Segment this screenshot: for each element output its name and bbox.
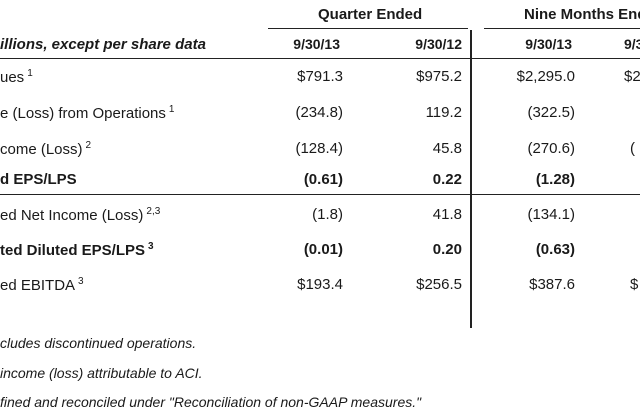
table-cell: $2 <box>624 68 640 85</box>
row-label-adjusted-net-income: ed Net Income (Loss) 2,3 <box>0 206 161 224</box>
table-cell: (0.63) <box>535 241 575 258</box>
table-cell: ( <box>630 140 635 157</box>
row-label-income-from-operations: e (Loss) from Operations 1 <box>0 104 175 122</box>
table-cell: 41.8 <box>432 206 462 223</box>
table-cell: (234.8) <box>295 104 343 121</box>
table-cell: $256.5 <box>416 276 462 293</box>
section-divider <box>0 194 640 195</box>
table-cell: (1.8) <box>312 206 343 223</box>
col-header-q-2013: 9/30/13 <box>293 36 340 52</box>
table-cell: $ <box>630 276 639 293</box>
nine-months-ended-header: Nine Months Ended <box>524 6 640 23</box>
footnote-3: fined and reconciled under "Reconciliati… <box>0 394 422 410</box>
table-cell: 0.20 <box>432 241 462 258</box>
table-cell: (322.5) <box>527 104 575 121</box>
table-cell: 119.2 <box>425 104 462 121</box>
table-cell: 0.22 <box>432 171 462 188</box>
footnote-2: income (loss) attributable to ACI. <box>0 365 203 381</box>
table-cell: (128.4) <box>295 140 343 157</box>
col-header-q-2012: 9/30/12 <box>415 36 462 52</box>
header-underline <box>0 58 640 59</box>
quarter-header-rule <box>268 28 468 29</box>
footnote-1: cludes discontinued operations. <box>0 335 197 351</box>
col-header-9m-2013: 9/30/13 <box>525 36 572 52</box>
row-label-adjusted-ebitda: ed EBITDA 3 <box>0 276 84 294</box>
table-cell: $387.6 <box>529 276 575 293</box>
row-label-adjusted-diluted-eps: ted Diluted EPS/LPS 3 <box>0 241 154 259</box>
table-cell: $975.2 <box>416 68 462 85</box>
table-cell: $791.3 <box>297 68 343 85</box>
units-label: illions, except per share data <box>0 36 206 53</box>
table-cell: $2,295.0 <box>516 68 575 85</box>
table-cell: (0.01) <box>303 241 343 258</box>
table-cell: (134.1) <box>527 206 575 223</box>
table-cell: 45.8 <box>432 140 462 157</box>
row-label-diluted-eps: d EPS/LPS <box>0 171 77 188</box>
table-cell: $193.4 <box>297 276 343 293</box>
table-cell: (0.61) <box>303 171 343 188</box>
table-cell: (270.6) <box>527 140 575 157</box>
row-label-revenues: ues 1 <box>0 68 33 86</box>
table-cell: (1.28) <box>535 171 575 188</box>
quarter-ended-header: Quarter Ended <box>318 6 423 23</box>
row-label-net-income: come (Loss) 2 <box>0 140 92 158</box>
nine-months-header-rule <box>484 28 640 29</box>
period-divider <box>470 30 472 328</box>
col-header-9m-2012: 9/3 <box>624 36 640 52</box>
